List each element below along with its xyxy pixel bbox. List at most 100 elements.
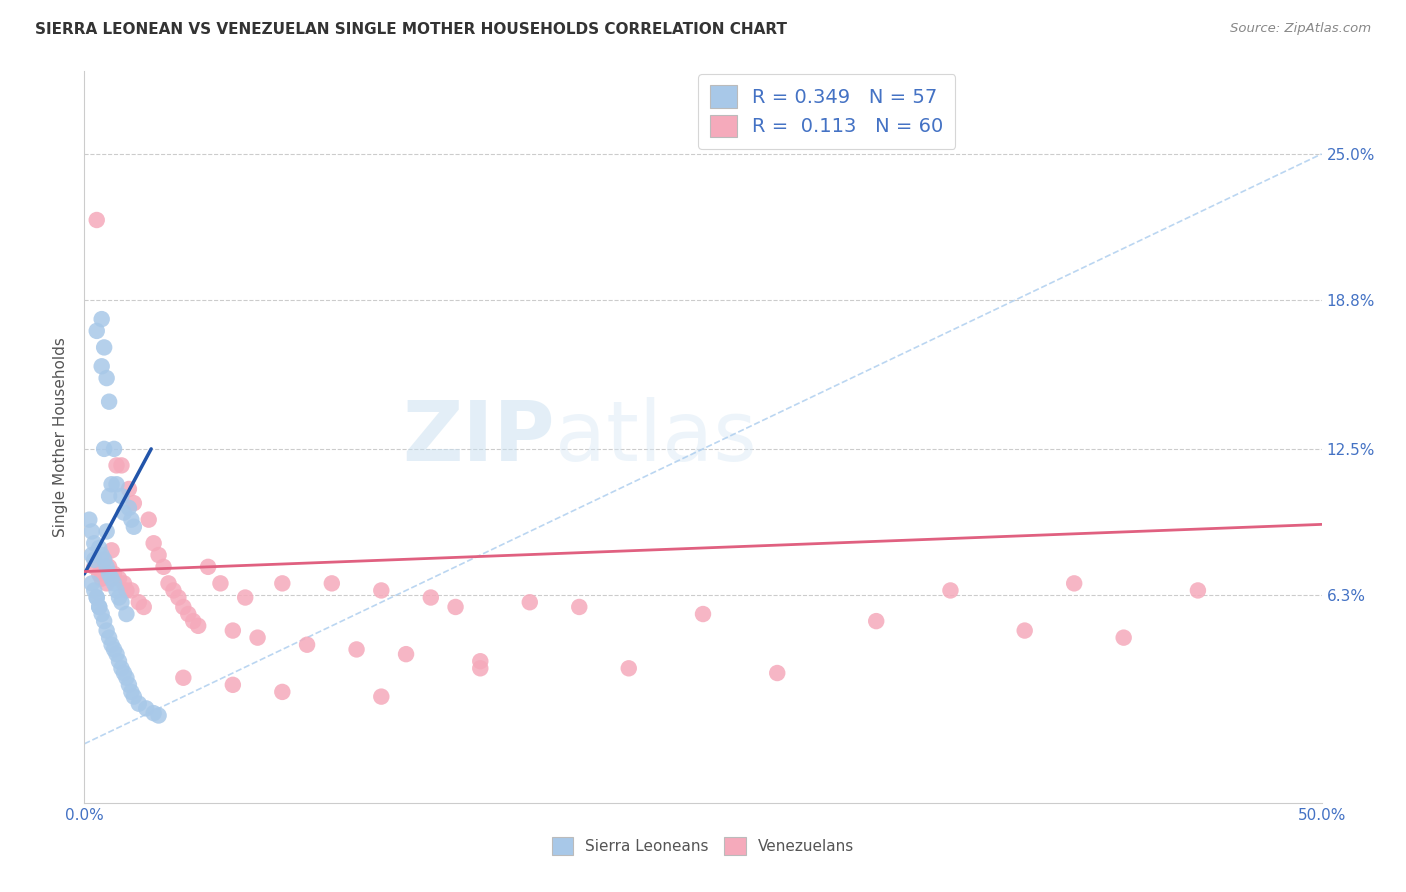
Point (112, 666, 135, 681)
Point (172, 599, 194, 614)
Point (98, 631, 121, 645)
Point (105, 647, 128, 661)
Point (162, 583, 184, 598)
Point (346, 642, 368, 657)
Point (103, 442, 125, 456)
Point (96, 624, 118, 638)
Point (90, 312, 112, 326)
Point (93, 442, 115, 456)
Point (96, 576, 118, 591)
Point (1014, 624, 1036, 638)
Point (112, 506, 135, 520)
Point (118, 482, 141, 496)
Text: ZIP: ZIP (402, 397, 554, 477)
Point (142, 536, 165, 550)
Point (86, 213, 108, 227)
Point (321, 576, 343, 591)
Point (617, 661, 640, 675)
Point (209, 576, 232, 591)
Point (96, 524, 118, 539)
Point (222, 624, 245, 638)
Point (83, 536, 105, 550)
Point (370, 690, 392, 704)
Point (148, 548, 170, 562)
Point (90, 607, 112, 621)
Point (100, 477, 122, 491)
Point (83, 559, 105, 574)
Point (108, 591, 131, 605)
Point (395, 647, 418, 661)
Point (96, 559, 118, 574)
Point (100, 638, 122, 652)
Point (80, 524, 103, 539)
Point (98, 559, 121, 574)
Point (103, 566, 125, 581)
Point (152, 559, 174, 574)
Point (110, 661, 132, 675)
Point (89, 541, 111, 555)
Point (128, 697, 150, 711)
Legend: Sierra Leoneans, Venezuelans: Sierra Leoneans, Venezuelans (546, 831, 860, 861)
Point (86, 324, 108, 338)
Point (100, 572, 122, 586)
Point (118, 678, 141, 692)
Point (148, 708, 170, 723)
Point (187, 619, 209, 633)
Point (138, 513, 160, 527)
Point (122, 690, 145, 704)
Point (115, 607, 138, 621)
Point (105, 477, 128, 491)
Point (110, 595, 132, 609)
Point (96, 371, 118, 385)
Point (90, 572, 112, 586)
Point (177, 607, 200, 621)
Point (120, 513, 142, 527)
Point (167, 591, 190, 605)
Point (105, 458, 128, 473)
Text: SIERRA LEONEAN VS VENEZUELAN SINGLE MOTHER HOUSEHOLDS CORRELATION CHART: SIERRA LEONEAN VS VENEZUELAN SINGLE MOTH… (35, 22, 787, 37)
Point (98, 489, 121, 503)
Point (122, 496, 145, 510)
Point (80, 548, 103, 562)
Point (112, 576, 135, 591)
Point (89, 566, 111, 581)
Point (157, 576, 180, 591)
Point (135, 701, 157, 715)
Point (83, 553, 105, 567)
Point (470, 661, 492, 675)
Point (568, 599, 591, 614)
Point (90, 359, 112, 374)
Point (519, 595, 541, 609)
Text: atlas: atlas (554, 397, 756, 477)
Point (939, 583, 962, 598)
Point (89, 599, 111, 614)
Point (93, 614, 115, 628)
Point (233, 591, 256, 605)
Point (132, 599, 155, 614)
Point (103, 642, 125, 657)
Point (79, 513, 101, 527)
Point (222, 678, 245, 692)
Point (419, 591, 441, 605)
Point (118, 500, 141, 515)
Point (181, 614, 204, 628)
Point (80, 576, 103, 591)
Point (766, 666, 789, 681)
Point (115, 583, 138, 598)
Point (370, 583, 392, 598)
Point (444, 599, 467, 614)
Text: Source: ZipAtlas.com: Source: ZipAtlas.com (1230, 22, 1371, 36)
Point (1112, 631, 1135, 645)
Point (172, 671, 194, 685)
Point (692, 607, 714, 621)
Point (122, 520, 145, 534)
Point (83, 583, 105, 598)
Point (115, 671, 138, 685)
Point (128, 595, 150, 609)
Y-axis label: Single Mother Households: Single Mother Households (53, 337, 69, 537)
Point (108, 654, 131, 668)
Point (93, 553, 115, 567)
Point (1187, 583, 1209, 598)
Point (93, 553, 115, 567)
Point (86, 591, 108, 605)
